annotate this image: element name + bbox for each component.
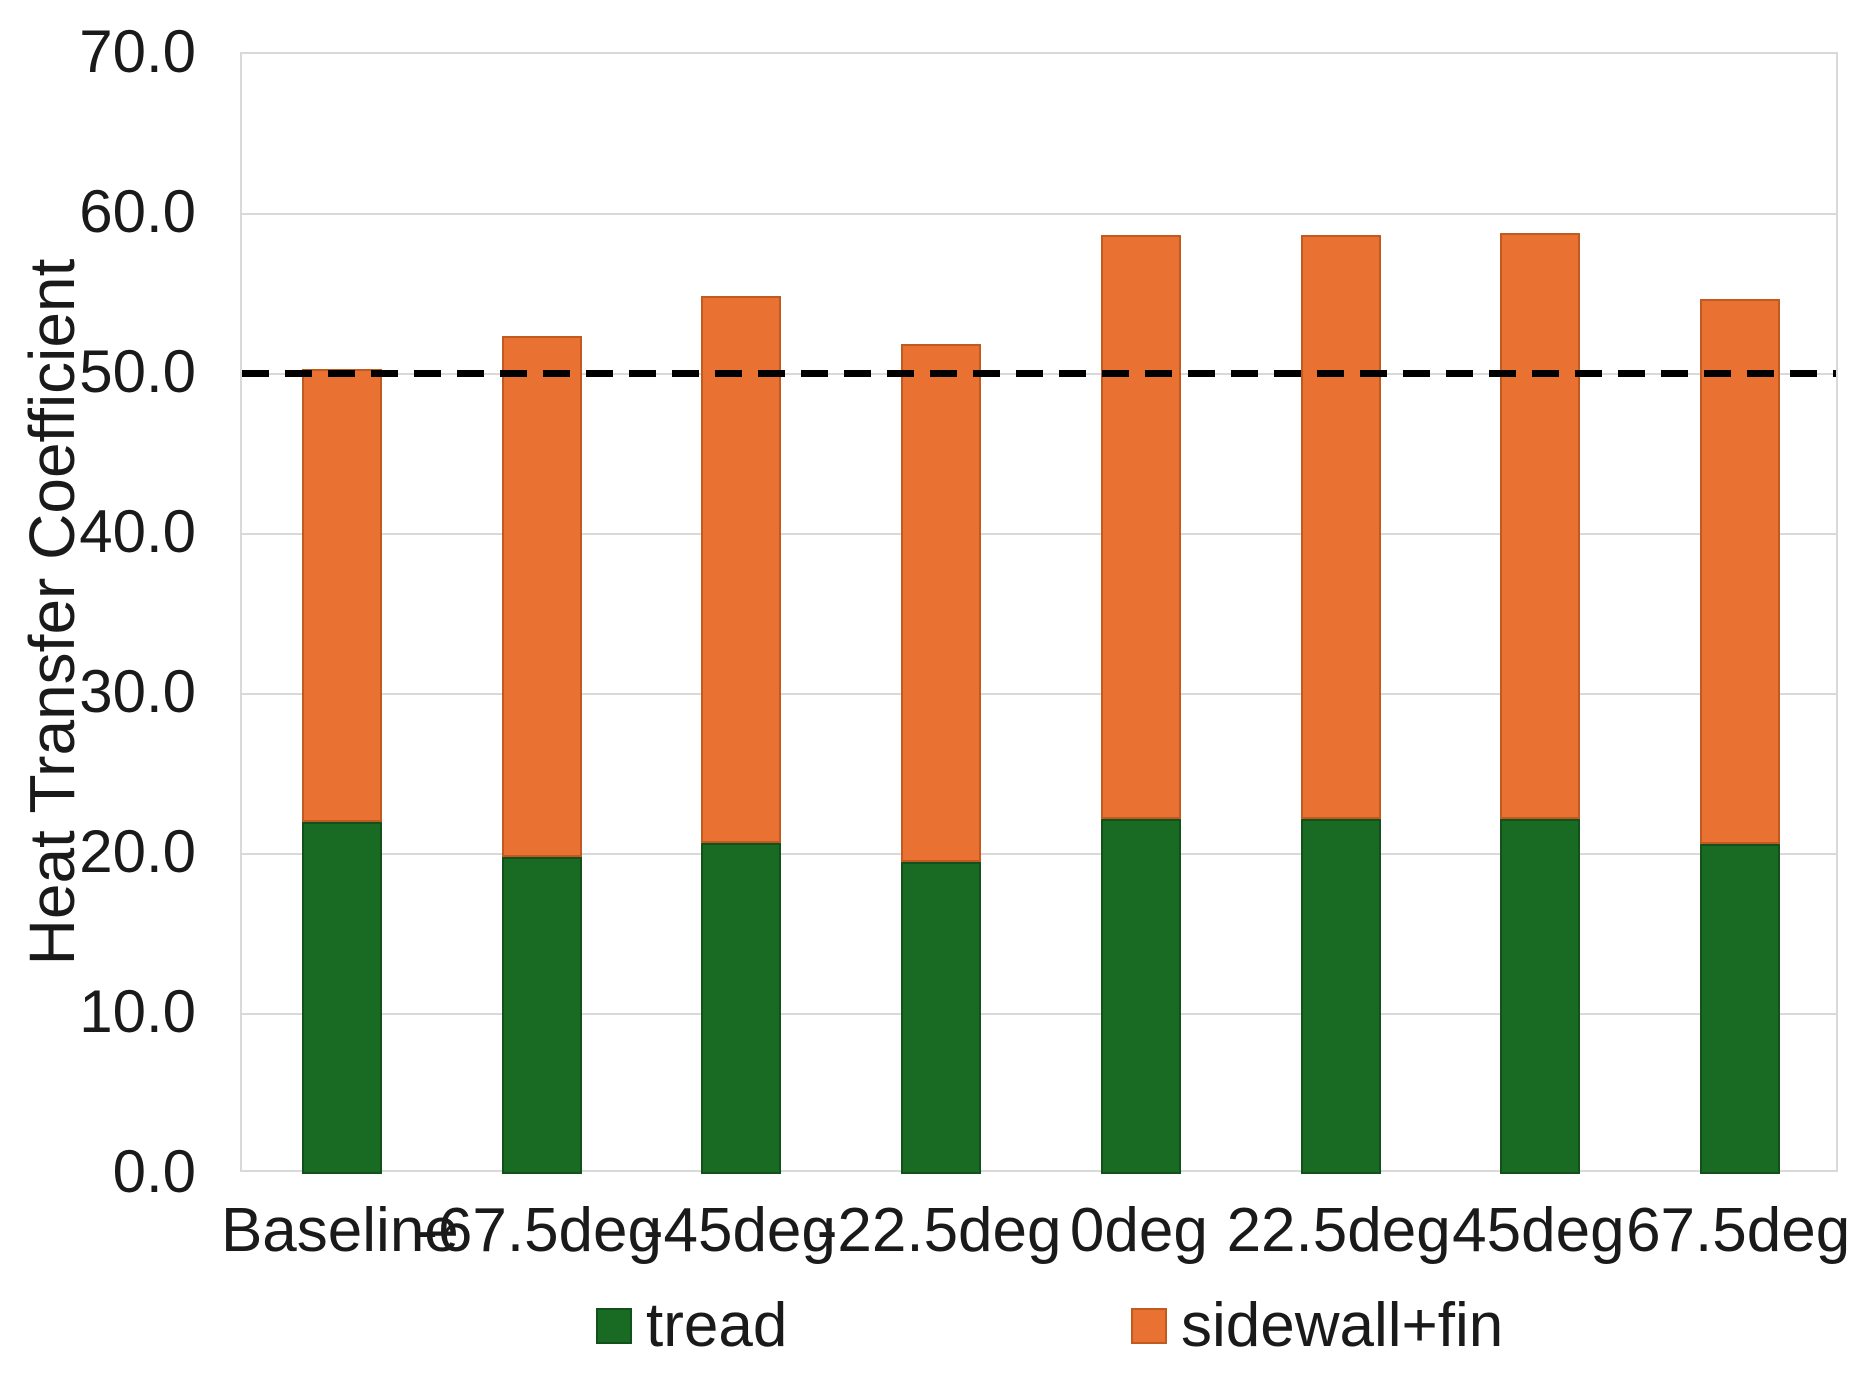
y-tick-label-40: 40.0 bbox=[79, 498, 196, 565]
bar-segment-sidewall-fin-45deg bbox=[701, 295, 782, 843]
bar-segment-tread-67.5deg bbox=[1700, 844, 1781, 1174]
y-tick-label-60: 60.0 bbox=[79, 178, 196, 245]
bar-segment-tread-22.5deg bbox=[1300, 818, 1381, 1174]
gridline-y-40 bbox=[242, 533, 1836, 535]
plot-area bbox=[240, 52, 1838, 1174]
x-tick-label-67.5deg: 67.5deg bbox=[1626, 1196, 1851, 1265]
gridline-y-60 bbox=[242, 213, 1836, 215]
x-tick-label-67.5deg: -67.5deg bbox=[417, 1196, 662, 1265]
y-tick-label-20: 20.0 bbox=[79, 818, 196, 885]
bar-segment-sidewall-fin-22.5deg bbox=[901, 343, 982, 862]
y-tick-label-50: 50.0 bbox=[79, 338, 196, 405]
bar-segment-sidewall-fin-0deg bbox=[1100, 234, 1181, 819]
tread-legend-label: tread bbox=[646, 1291, 788, 1360]
y-tick-label-0: 0.0 bbox=[112, 1138, 196, 1205]
x-tick-label-Baseline: Baseline bbox=[220, 1196, 459, 1265]
legend-item-sidewall-fin: sidewall+fin bbox=[1131, 1294, 1503, 1358]
x-tick-label-22.5deg: 22.5deg bbox=[1226, 1196, 1451, 1265]
x-tick-label-0deg: 0deg bbox=[1069, 1196, 1208, 1265]
bar-segment-sidewall-fin-22.5deg bbox=[1300, 234, 1381, 819]
gridline-y-30 bbox=[242, 693, 1836, 695]
bar-segment-sidewall-fin-Baseline bbox=[301, 369, 382, 822]
y-tick-label-70: 70.0 bbox=[79, 18, 196, 85]
bar-segment-tread-67.5deg bbox=[501, 857, 582, 1174]
bar-segment-tread-Baseline bbox=[301, 822, 382, 1174]
bar-segment-tread-45deg bbox=[701, 842, 782, 1174]
sidewall-fin-legend-swatch bbox=[1131, 1308, 1167, 1344]
y-tick-label-30: 30.0 bbox=[79, 658, 196, 725]
y-tick-label-10: 10.0 bbox=[79, 978, 196, 1045]
x-tick-label-45deg: -45deg bbox=[642, 1196, 836, 1265]
bar-segment-sidewall-fin-67.5deg bbox=[1700, 298, 1781, 845]
reference-line-50 bbox=[242, 370, 1836, 377]
x-tick-label-22.5deg: -22.5deg bbox=[816, 1196, 1062, 1265]
tread-legend-swatch bbox=[596, 1308, 632, 1344]
gridline-y-20 bbox=[242, 853, 1836, 855]
bar-segment-tread-0deg bbox=[1100, 818, 1181, 1174]
bar-segment-tread-45deg bbox=[1500, 818, 1581, 1174]
legend-item-tread: tread bbox=[596, 1294, 787, 1358]
sidewall-fin-legend-label: sidewall+fin bbox=[1181, 1291, 1504, 1360]
bar-segment-sidewall-fin-45deg bbox=[1500, 233, 1581, 819]
bar-segment-sidewall-fin-67.5deg bbox=[501, 335, 582, 858]
x-tick-label-45deg: 45deg bbox=[1452, 1196, 1625, 1265]
bar-segment-tread-22.5deg bbox=[901, 862, 982, 1174]
gridline-y-10 bbox=[242, 1013, 1836, 1015]
